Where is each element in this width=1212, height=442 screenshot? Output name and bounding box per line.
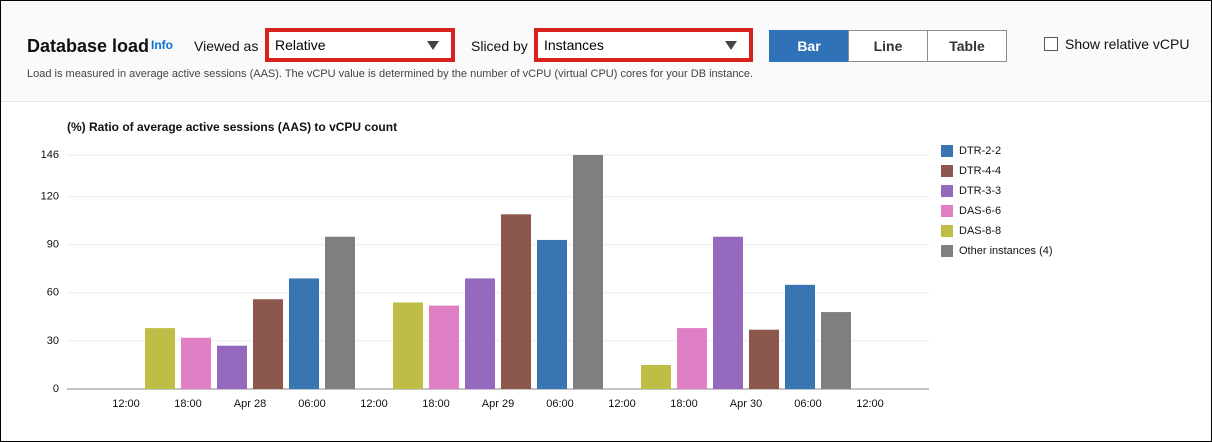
- legend-swatch: [941, 145, 953, 157]
- y-tick-label: 0: [53, 383, 59, 395]
- y-tick-label: 60: [47, 287, 59, 299]
- dropdown-value: Instances: [544, 37, 604, 53]
- sliced-by-dropdown[interactable]: Instances: [534, 28, 753, 62]
- bar: [393, 302, 423, 389]
- y-tick-label: 90: [47, 239, 59, 251]
- bar: [145, 328, 175, 389]
- y-tick-label: 120: [41, 191, 59, 203]
- legend-label: Other instances (4): [959, 245, 1053, 257]
- bar: [537, 239, 567, 389]
- bar: [429, 305, 459, 389]
- view-button[interactable]: Line: [848, 30, 928, 62]
- bar: [325, 236, 355, 389]
- x-tick-label: 12:00: [360, 398, 388, 410]
- y-tick-label: 30: [47, 335, 59, 347]
- bar: [821, 312, 851, 389]
- legend-label: DTR-3-3: [959, 185, 1001, 197]
- y-tick-label: 146: [41, 149, 59, 161]
- view-button[interactable]: Table: [927, 30, 1007, 62]
- x-tick-label: 06:00: [794, 398, 822, 410]
- legend-swatch: [941, 185, 953, 197]
- view-button[interactable]: Bar: [769, 30, 849, 62]
- x-tick-label: 06:00: [298, 398, 326, 410]
- bar: [641, 364, 671, 389]
- x-tick-label: Apr 28: [234, 398, 266, 410]
- legend-label: DTR-4-4: [959, 165, 1001, 177]
- bar: [253, 299, 283, 389]
- bar: [749, 329, 779, 389]
- info-link[interactable]: Info: [151, 38, 173, 52]
- x-tick-label: 12:00: [112, 398, 140, 410]
- view-toggle: Bar Line Table: [769, 30, 1007, 62]
- viewed-as-dropdown[interactable]: Relative: [265, 28, 455, 62]
- bar: [501, 214, 531, 389]
- x-tick-label: 06:00: [546, 398, 574, 410]
- x-tick-label: 18:00: [422, 398, 450, 410]
- legend-swatch: [941, 205, 953, 217]
- chart-title: (%) Ratio of average active sessions (AA…: [67, 120, 397, 134]
- x-tick-label: Apr 29: [482, 398, 514, 410]
- bar: [713, 236, 743, 389]
- viewed-as-label: Viewed as: [194, 38, 259, 54]
- x-tick-label: 12:00: [856, 398, 884, 410]
- chart: (%) Ratio of average active sessions (AA…: [41, 120, 1053, 410]
- checkbox-label[interactable]: Show relative vCPU: [1065, 36, 1190, 52]
- bar: [573, 155, 603, 389]
- bar: [217, 345, 247, 389]
- legend-swatch: [941, 165, 953, 177]
- sliced-by-label: Sliced by: [471, 38, 528, 54]
- bar: [677, 328, 707, 389]
- description: Load is measured in average active sessi…: [27, 68, 754, 80]
- bar: [289, 278, 319, 389]
- legend-swatch: [941, 225, 953, 237]
- x-tick-label: 18:00: [174, 398, 202, 410]
- legend-label: DTR-2-2: [959, 145, 1001, 157]
- legend-swatch: [941, 245, 953, 257]
- title: Database load: [27, 36, 150, 56]
- dropdown-value: Relative: [275, 37, 326, 53]
- bar: [181, 337, 211, 389]
- checkbox[interactable]: [1044, 37, 1058, 51]
- x-tick-label: 12:00: [608, 398, 636, 410]
- x-tick-label: Apr 30: [730, 398, 762, 410]
- legend-label: DAS-6-6: [959, 205, 1001, 217]
- header: Database load Info Viewed as Relative Sl…: [1, 1, 1211, 102]
- bar: [785, 284, 815, 389]
- bar: [465, 278, 495, 389]
- x-tick-label: 18:00: [670, 398, 698, 410]
- legend-label: DAS-8-8: [959, 225, 1001, 237]
